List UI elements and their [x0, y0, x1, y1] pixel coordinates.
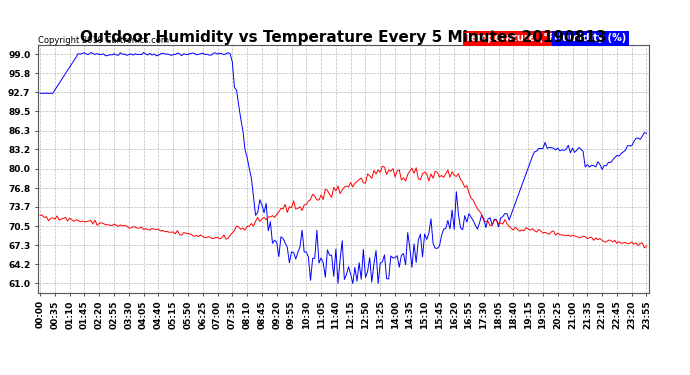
Text: Copyright 2019 Cartronics.com: Copyright 2019 Cartronics.com: [38, 36, 169, 45]
Text: Temperature (°F): Temperature (°F): [465, 33, 560, 43]
Text: Humidity (%): Humidity (%): [554, 33, 627, 43]
Title: Outdoor Humidity vs Temperature Every 5 Minutes 20190813: Outdoor Humidity vs Temperature Every 5 …: [80, 30, 607, 45]
